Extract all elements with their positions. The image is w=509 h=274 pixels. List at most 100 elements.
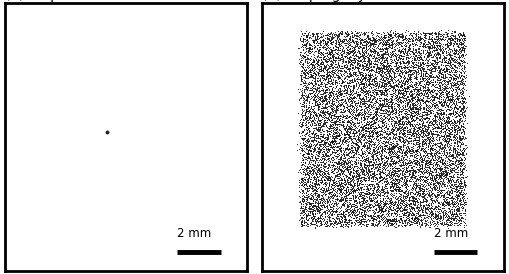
Point (449, 121, 458, 126)
Point (389, 67, 397, 71)
Point (444, 61, 453, 65)
Point (381, 199, 389, 203)
Point (299, 113, 307, 117)
Point (352, 141, 360, 145)
Point (428, 37, 436, 41)
Point (353, 62, 361, 67)
Point (357, 153, 365, 157)
Point (309, 125, 318, 130)
Point (335, 65, 344, 69)
Point (301, 123, 309, 127)
Point (358, 192, 366, 197)
Point (368, 198, 376, 202)
Point (355, 82, 363, 86)
Point (431, 141, 439, 145)
Point (442, 200, 450, 204)
Point (370, 126, 378, 131)
Point (324, 150, 332, 155)
Point (321, 193, 329, 198)
Point (420, 33, 428, 37)
Point (418, 67, 426, 71)
Point (360, 33, 368, 37)
Point (401, 85, 409, 90)
Point (408, 113, 416, 117)
Point (457, 157, 465, 161)
Point (431, 83, 439, 87)
Point (312, 99, 320, 104)
Point (365, 121, 373, 125)
Point (437, 121, 445, 126)
Point (353, 193, 361, 198)
Point (439, 114, 447, 118)
Point (349, 49, 357, 53)
Point (453, 198, 461, 202)
Point (417, 72, 425, 76)
Point (358, 201, 366, 205)
Point (328, 97, 336, 101)
Point (412, 177, 420, 181)
Point (305, 174, 314, 178)
Point (316, 44, 324, 49)
Point (300, 113, 308, 118)
Point (372, 75, 380, 79)
Point (333, 117, 342, 121)
Point (382, 50, 390, 54)
Point (384, 38, 392, 42)
Point (343, 118, 351, 123)
Point (413, 128, 421, 132)
Point (416, 55, 424, 59)
Point (349, 65, 357, 70)
Point (460, 182, 468, 186)
Point (332, 51, 340, 55)
Point (389, 93, 398, 97)
Point (340, 136, 348, 140)
Point (365, 63, 373, 67)
Point (457, 131, 465, 135)
Point (346, 173, 354, 177)
Point (377, 207, 385, 211)
Point (312, 160, 320, 165)
Point (458, 48, 466, 52)
Point (356, 44, 364, 49)
Point (362, 106, 370, 110)
Point (336, 71, 345, 75)
Point (434, 199, 442, 204)
Point (431, 112, 439, 116)
Point (419, 51, 427, 55)
Point (348, 175, 356, 179)
Point (423, 54, 431, 58)
Point (406, 42, 414, 46)
Point (356, 70, 364, 74)
Point (459, 103, 467, 108)
Point (456, 100, 464, 105)
Point (356, 58, 364, 63)
Point (303, 186, 311, 190)
Point (403, 221, 411, 225)
Point (366, 198, 375, 202)
Point (412, 151, 420, 156)
Point (416, 50, 425, 55)
Point (392, 196, 401, 201)
Point (409, 185, 417, 190)
Point (316, 216, 324, 220)
Point (390, 164, 399, 168)
Point (315, 210, 323, 215)
Point (450, 63, 459, 67)
Point (350, 159, 358, 163)
Point (373, 129, 381, 133)
Point (354, 100, 362, 104)
Point (342, 216, 350, 221)
Point (437, 63, 445, 67)
Point (320, 177, 328, 181)
Point (341, 35, 349, 39)
Point (439, 195, 447, 199)
Point (397, 125, 405, 129)
Point (373, 199, 381, 203)
Point (340, 68, 348, 72)
Point (349, 176, 357, 180)
Point (397, 74, 405, 78)
Point (348, 213, 356, 218)
Point (366, 47, 374, 52)
Point (441, 55, 449, 60)
Point (332, 70, 341, 74)
